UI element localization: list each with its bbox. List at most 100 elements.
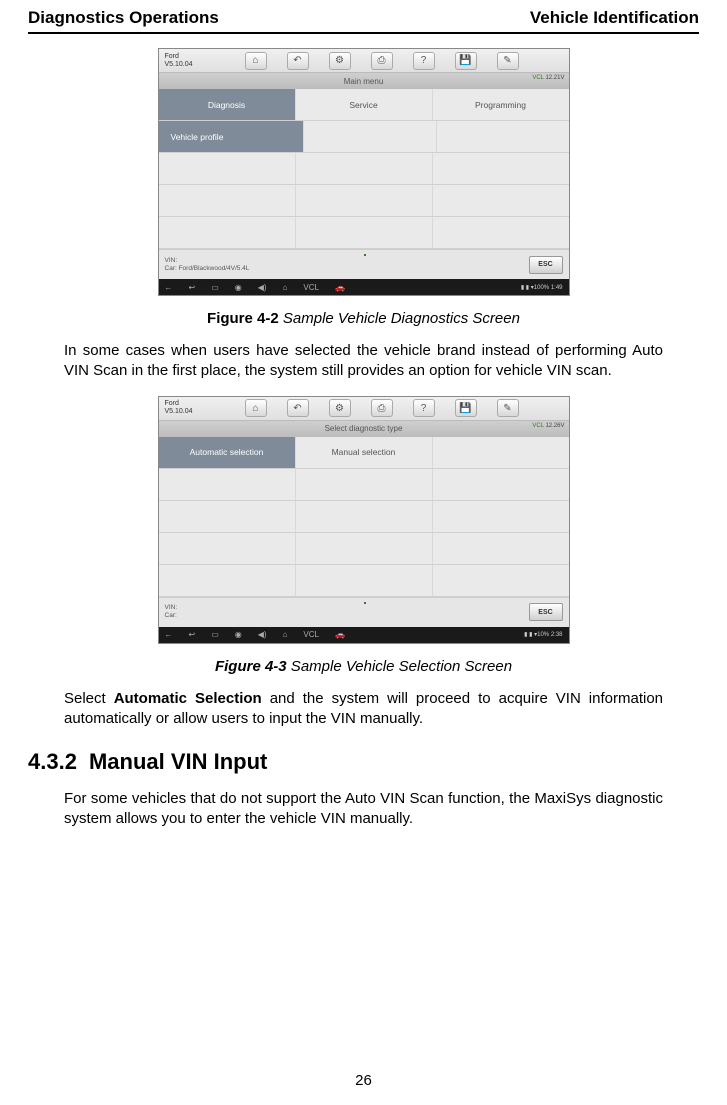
ss2-brand-name: Ford [165, 400, 215, 408]
ss2-info-bar: VIN: Car: ESC [159, 597, 569, 627]
nav-sound-icon[interactable]: ◀) [258, 630, 267, 639]
menu-diagnosis[interactable]: Diagnosis [159, 89, 296, 120]
ss2-subhead: Select diagnostic type VCL 12.26V [159, 421, 569, 437]
save-icon[interactable]: 💾 [455, 52, 477, 70]
ss2-empty-cell [433, 565, 569, 596]
vcl-badge-icon: VCL 12.21V [532, 75, 564, 81]
paragraph-1: In some cases when users have selected t… [64, 341, 663, 382]
ss2-toolbar: Ford V5.10.04 ⌂ ↶ ⚙ ⎙ ? 💾 ✎ [159, 397, 569, 421]
print-icon[interactable]: ⎙ [371, 399, 393, 417]
ss2-empty-cell [296, 501, 433, 532]
figure-2-caption: Figure 4-3 Sample Vehicle Selection Scre… [64, 658, 663, 675]
ss1-toolbar: Ford V5.10.04 ⌂ ↶ ⚙ ⎙ ? 💾 ✎ [159, 49, 569, 73]
ss2-empty-cell [296, 469, 433, 500]
figure-1-label: Figure 4-2 [207, 310, 279, 327]
back-icon[interactable]: ↶ [287, 52, 309, 70]
pencil-icon[interactable]: ✎ [497, 52, 519, 70]
menu-vehicle-profile[interactable]: Vehicle profile [159, 121, 304, 152]
nav-vcl-icon[interactable]: VCL [303, 630, 319, 639]
nav-return-icon[interactable]: ↩ [189, 283, 196, 292]
header-right: Vehicle Identification [530, 8, 699, 28]
status-dot-icon [364, 602, 366, 604]
ss1-empty-cell [304, 121, 437, 152]
ss1-status: ▮ ▮ ▾100% 1:49 [521, 284, 563, 291]
ss2-version: V5.10.04 [165, 408, 215, 416]
ss1-empty-cell [433, 153, 569, 184]
ss1-grid: Diagnosis Service Programming Vehicle pr… [159, 89, 569, 249]
ss2-empty-cell [296, 565, 433, 596]
nav-camera-icon[interactable]: ◉ [235, 283, 242, 292]
ss1-empty-cell [296, 185, 433, 216]
ss1-subhead-text: Main menu [344, 77, 384, 86]
gear-icon[interactable]: ⚙ [329, 52, 351, 70]
ss2-empty-cell [159, 501, 296, 532]
paragraph-2: Select Automatic Selection and the syste… [64, 689, 663, 730]
menu-service[interactable]: Service [296, 89, 433, 120]
ss2-empty-cell [159, 533, 296, 564]
ss2-empty-cell [433, 533, 569, 564]
header-left: Diagnostics Operations [28, 8, 219, 28]
menu-auto-selection[interactable]: Automatic selection [159, 437, 296, 468]
ss2-vin-label: VIN: [165, 604, 178, 612]
back-icon[interactable]: ↶ [287, 399, 309, 417]
esc-button[interactable]: ESC [529, 603, 563, 621]
nav-back-icon[interactable]: ← [165, 630, 173, 639]
para2-part-a: Select [64, 690, 114, 707]
figure-2-label: Figure 4-3 [215, 658, 287, 675]
ss1-empty-cell [159, 185, 296, 216]
nav-home-icon[interactable]: ⌂ [283, 630, 288, 639]
para2-bold: Automatic Selection [114, 690, 262, 707]
ss1-empty-cell [159, 153, 296, 184]
menu-programming[interactable]: Programming [433, 89, 569, 120]
home-icon[interactable]: ⌂ [245, 399, 267, 417]
nav-camera-icon[interactable]: ◉ [235, 630, 242, 639]
ss1-brand-name: Ford [165, 53, 215, 61]
ss1-version: V5.10.04 [165, 61, 215, 69]
help-icon[interactable]: ? [413, 399, 435, 417]
ss1-empty-cell [296, 217, 433, 248]
nav-folder-icon[interactable]: ▭ [211, 283, 219, 292]
nav-back-icon[interactable]: ← [165, 283, 173, 292]
ss1-car-label: Car: Ford/Blackwood/4V/5.4L [165, 265, 250, 273]
ss2-empty-cell [433, 437, 569, 468]
home-icon[interactable]: ⌂ [245, 52, 267, 70]
nav-car-icon[interactable]: 🚗 [335, 283, 345, 292]
ss1-empty-cell [296, 153, 433, 184]
ss2-status: ▮ ▮ ▾10% 2:38 [524, 631, 562, 638]
ss1-nav-bar: ← ↩ ▭ ◉ ◀) ⌂ VCL 🚗 ▮ ▮ ▾100% 1:49 [159, 279, 569, 295]
ss1-info-bar: VIN: Car: Ford/Blackwood/4V/5.4L ESC [159, 249, 569, 279]
ss1-empty-cell [433, 185, 569, 216]
nav-return-icon[interactable]: ↩ [189, 630, 196, 639]
ss2-empty-cell [159, 565, 296, 596]
figure-1-title: Sample Vehicle Diagnostics Screen [279, 310, 520, 327]
section-heading: 4.3.2Manual VIN Input [28, 749, 663, 775]
ss2-empty-cell [433, 469, 569, 500]
ss1-empty-cell [437, 121, 569, 152]
pencil-icon[interactable]: ✎ [497, 399, 519, 417]
ss1-empty-cell [159, 217, 296, 248]
nav-sound-icon[interactable]: ◀) [258, 283, 267, 292]
status-dot-icon [364, 254, 366, 256]
esc-button[interactable]: ESC [529, 256, 563, 274]
page-header: Diagnostics Operations Vehicle Identific… [28, 8, 699, 34]
nav-folder-icon[interactable]: ▭ [211, 630, 219, 639]
nav-vcl-icon[interactable]: VCL [303, 283, 319, 292]
ss2-empty-cell [433, 501, 569, 532]
menu-manual-selection[interactable]: Manual selection [296, 437, 433, 468]
gear-icon[interactable]: ⚙ [329, 399, 351, 417]
ss1-icon-row: ⌂ ↶ ⚙ ⎙ ? 💾 ✎ [215, 52, 569, 70]
screenshot-diagnostics: Ford V5.10.04 ⌂ ↶ ⚙ ⎙ ? 💾 ✎ Main menu VC… [158, 48, 570, 296]
nav-home-icon[interactable]: ⌂ [283, 283, 288, 292]
page-number: 26 [0, 1072, 727, 1089]
ss2-empty-cell [296, 533, 433, 564]
ss2-empty-cell [159, 469, 296, 500]
section-title: Manual VIN Input [89, 749, 267, 774]
ss2-subhead-text: Select diagnostic type [325, 424, 403, 433]
save-icon[interactable]: 💾 [455, 399, 477, 417]
ss2-car-label: Car: [165, 612, 178, 620]
ss2-brand: Ford V5.10.04 [159, 400, 215, 415]
help-icon[interactable]: ? [413, 52, 435, 70]
nav-car-icon[interactable]: 🚗 [335, 630, 345, 639]
print-icon[interactable]: ⎙ [371, 52, 393, 70]
ss2-icon-row: ⌂ ↶ ⚙ ⎙ ? 💾 ✎ [215, 399, 569, 417]
